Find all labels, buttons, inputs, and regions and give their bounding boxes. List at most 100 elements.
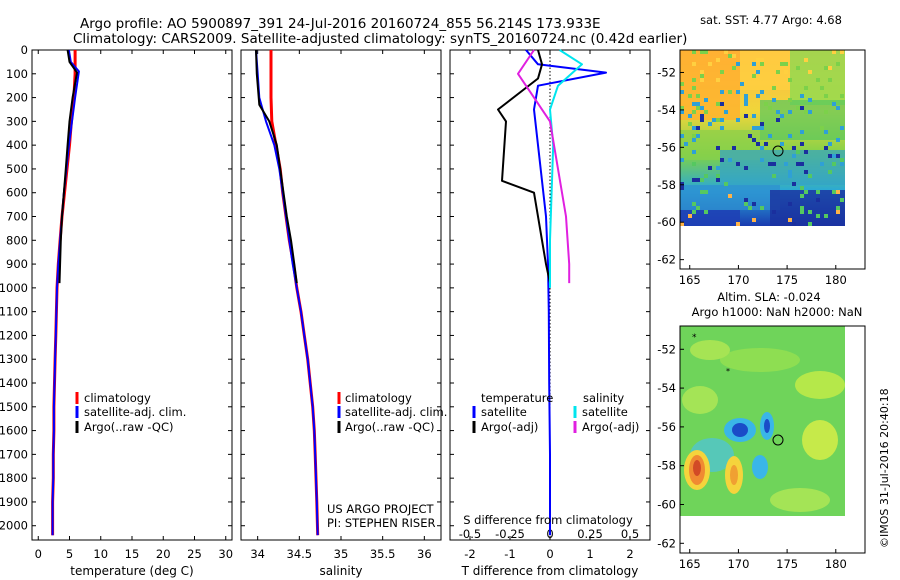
sst-pixel: [680, 82, 684, 86]
sst-patch: [740, 50, 790, 90]
sst-pixel: [688, 94, 692, 98]
y-tick-label: 0: [21, 43, 28, 57]
map-marker-glyph: *: [692, 333, 697, 343]
sst-pixel: [748, 134, 752, 138]
project-credit-line1: US ARGO PROJECT: [327, 502, 435, 516]
map-y-tick-label: -58: [657, 459, 676, 473]
sla-anomaly: [802, 420, 838, 460]
sst-pixel: [828, 142, 832, 146]
sst-pixel: [684, 142, 688, 146]
sst-pixel: [704, 50, 708, 54]
map-y-tick-label: -60: [657, 215, 676, 229]
sst-pixel: [700, 50, 704, 54]
sst-pixel: [788, 170, 792, 174]
sst-pixel: [728, 158, 732, 162]
map-y-tick-label: -56: [657, 420, 676, 434]
x-tick-top-label: 0.25: [577, 527, 603, 541]
sla-anomaly: [720, 348, 800, 372]
sst-pixel: [800, 130, 804, 134]
sst-pixel: [772, 86, 776, 90]
sst-pixel: [720, 90, 724, 94]
map-x-tick-label: 165: [679, 557, 701, 571]
x-tick-label: 34: [250, 547, 265, 561]
x-tick-label: 36: [417, 547, 432, 561]
sla-anomaly: [795, 371, 845, 399]
sla-map-frame: [679, 325, 866, 554]
sst-pixel: [716, 78, 720, 82]
sst-pixel: [772, 210, 776, 214]
sst-pixel: [832, 190, 836, 194]
sst-pixel: [760, 122, 764, 126]
sst-pixel: [836, 210, 840, 214]
sst-map: *: [680, 50, 845, 226]
map-x-tick-label: 165: [679, 273, 701, 287]
x-tick-label: -2: [464, 547, 475, 561]
sst-pixel: [800, 206, 804, 210]
sst-pixel: [836, 62, 840, 66]
sst-pixel: [788, 134, 792, 138]
sst-pixel: [752, 138, 756, 142]
sst-pixel: [728, 90, 732, 94]
y-tick-label: 900: [6, 257, 28, 271]
sst-pixel: [776, 110, 780, 114]
sst-pixel: [780, 114, 784, 118]
sst-pixel: [680, 134, 684, 138]
sst-pixel: [836, 190, 840, 194]
sst-pixel: [692, 50, 696, 54]
x-tick-top-label: 0.5: [621, 527, 639, 541]
difference-legend: temperature salinity satellite Argo(-adj…: [472, 391, 639, 434]
sst-pixel: [692, 86, 696, 90]
sst-patch: [790, 50, 845, 105]
y-tick-label: 2000: [0, 519, 28, 533]
map-y-tick-label: -52: [657, 65, 676, 79]
sst-pixel: [716, 102, 720, 106]
sst-pixel: [768, 134, 772, 138]
sst-pixel: [680, 182, 684, 186]
sst-pixel: [836, 206, 840, 210]
sst-pixel: [760, 90, 764, 94]
map-x-tick-label: 180: [825, 557, 847, 571]
sst-pixel: [700, 114, 704, 118]
series-climatology: [269, 50, 320, 536]
y-tick-label: 100: [6, 67, 28, 81]
sst-patch: [770, 190, 845, 226]
sst-pixel: [700, 70, 704, 74]
sst-pixel: [680, 110, 684, 114]
x-tick-label: -1: [504, 547, 515, 561]
sst-pixel: [816, 198, 820, 202]
sst-pixel: [756, 126, 760, 130]
sst-pixel: [796, 150, 800, 154]
x-tick-label: 2: [626, 547, 633, 561]
sst-pixel: [784, 162, 788, 166]
series-argo-raw-qc-: [58, 49, 78, 284]
sst-pixel: [792, 182, 796, 186]
sla-anomaly: [682, 386, 718, 414]
sst-pixel: [780, 62, 784, 66]
sst-pixel: [828, 78, 832, 82]
sst-pixel: [764, 142, 768, 146]
sst-pixel: [776, 118, 780, 122]
sst-pixel: [816, 190, 820, 194]
map-marker-glyph: *: [726, 367, 730, 376]
map-top-title: sat. SST: 4.77 Argo: 4.68: [700, 13, 842, 27]
legend-label-sal-argo: Argo(-adj): [582, 420, 639, 434]
sst-pixel: [828, 66, 832, 70]
sst-pixel: [728, 194, 732, 198]
sst-pixel: [680, 90, 684, 94]
sst-pixel: [740, 82, 744, 86]
salinity-chart: 34 34.5 35 35.5 36: [241, 49, 441, 561]
map-x-tick-label: 175: [776, 557, 798, 571]
difference-xlabel-top: S difference from climatology: [463, 513, 633, 527]
sst-pixel: [704, 174, 708, 178]
series-satellite: [549, 49, 583, 288]
sla-anomaly: [732, 423, 748, 437]
sst-pixel: [680, 186, 684, 190]
y-tick-label: 400: [6, 138, 28, 152]
series-satellite-adj-clim-: [51, 49, 80, 536]
sst-pixel: [700, 118, 704, 122]
sla-map: * *: [680, 326, 845, 516]
sst-pixel: [700, 74, 704, 78]
map-y-tick-label: -54: [657, 103, 676, 117]
temperature-xlabel: temperature (deg C): [70, 564, 193, 578]
